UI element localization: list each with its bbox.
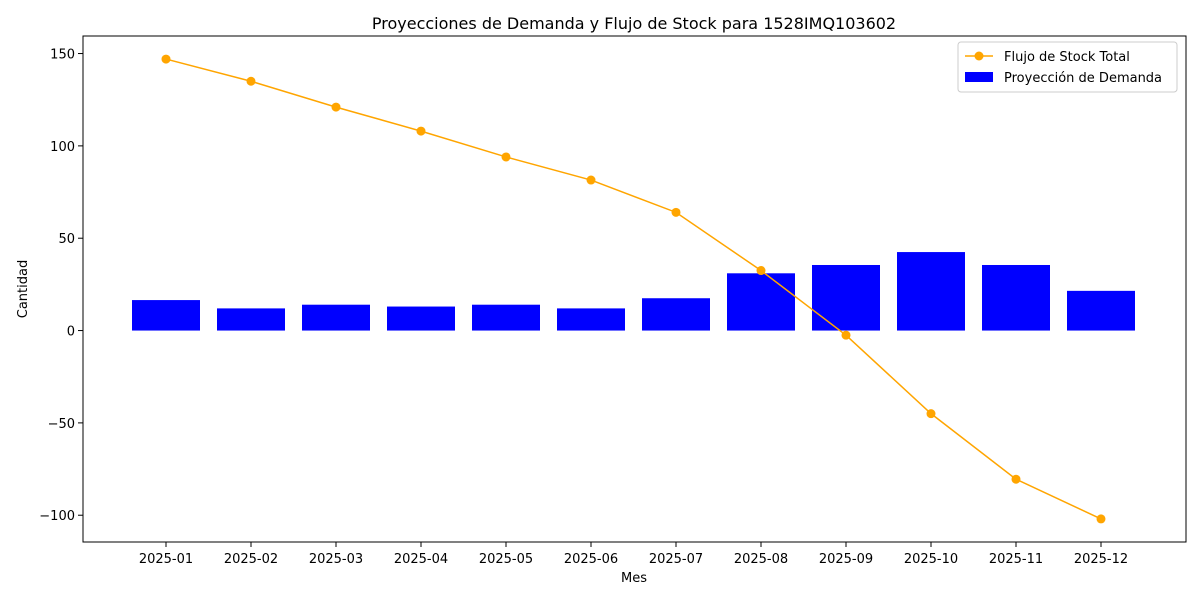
legend-line-marker (974, 51, 984, 61)
chart-title: Proyecciones de Demanda y Flujo de Stock… (372, 14, 896, 33)
stock-flow-point (586, 175, 596, 185)
x-axis-title: Mes (621, 571, 647, 586)
x-tick-label: 2025-12 (1074, 552, 1128, 567)
demand-bar (557, 308, 625, 331)
bars-layer (132, 252, 1135, 331)
demand-bar (217, 308, 285, 331)
plot-frame (82, 35, 1187, 543)
y-tick-label: 0 (67, 325, 75, 340)
y-tick-label: 50 (58, 232, 75, 247)
legend-box (957, 41, 1178, 93)
line-layer (161, 54, 1106, 524)
stock-flow-point (841, 330, 851, 340)
y-tick-label: −100 (39, 509, 75, 524)
x-tick-label: 2025-10 (904, 552, 958, 567)
x-tick-label: 2025-04 (394, 552, 448, 567)
stock-flow-point (756, 266, 766, 276)
stock-flow-point (926, 409, 936, 419)
demand-bar (472, 304, 540, 331)
stock-flow-point (501, 152, 511, 162)
y-tick-label: −50 (48, 417, 75, 432)
y-tick-label: 150 (50, 48, 75, 63)
legend-label-stock: Flujo de Stock Total (1004, 50, 1130, 65)
demand-bar (387, 306, 455, 331)
y-axis-title: Cantidad (16, 260, 31, 318)
legend-label-demand: Proyección de Demanda (1004, 71, 1162, 86)
demand-bar (132, 300, 200, 331)
stock-flow-line (165, 58, 1102, 520)
x-tick-label: 2025-05 (479, 552, 533, 567)
demand-bar (812, 264, 880, 331)
x-tick-label: 2025-11 (989, 552, 1043, 567)
stock-flow-point (671, 207, 681, 217)
stock-flow-point (1096, 514, 1106, 524)
stock-flow-point (1011, 474, 1021, 484)
stock-flow-point (161, 54, 171, 64)
x-tick-label: 2025-08 (734, 552, 788, 567)
demand-bar (897, 252, 965, 331)
demand-bar (1067, 290, 1135, 331)
legend: Flujo de Stock Total Proyección de Deman… (957, 41, 1178, 93)
x-tick-label: 2025-06 (564, 552, 618, 567)
x-tick-label: 2025-03 (309, 552, 363, 567)
demand-bar (302, 304, 370, 331)
legend-bar-swatch (965, 72, 993, 82)
x-tick-label: 2025-02 (224, 552, 278, 567)
stock-flow-point (331, 102, 341, 112)
x-tick-label: 2025-01 (139, 552, 193, 567)
demand-bar (642, 298, 710, 331)
stock-flow-point (416, 126, 426, 136)
x-tick-label: 2025-09 (819, 552, 873, 567)
y-axis: −100 −50 0 50 100 150 (39, 48, 83, 524)
y-tick-label: 100 (50, 140, 75, 155)
demand-bar (982, 264, 1050, 331)
stock-flow-point (246, 76, 256, 86)
demand-bar (727, 273, 795, 331)
x-tick-label: 2025-07 (649, 552, 703, 567)
x-axis: 2025-01 2025-02 2025-03 2025-04 2025-05 2025-… (139, 542, 1128, 567)
